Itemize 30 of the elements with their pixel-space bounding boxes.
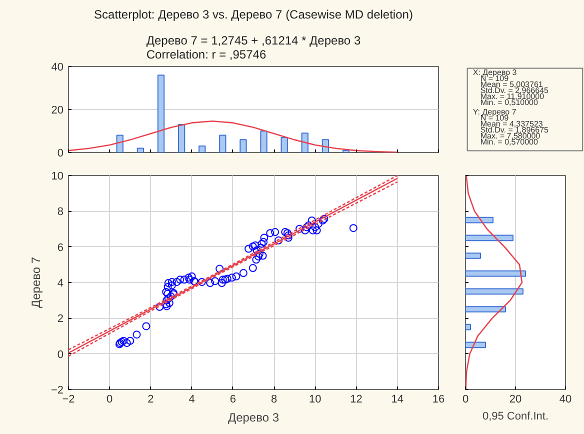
y-tick-label: 2: [57, 313, 64, 326]
x-tick-label: 16: [432, 394, 445, 406]
x-tick-label: 20: [509, 394, 522, 406]
text: Min. = 0,510000: [480, 98, 538, 108]
x-tick-label: 12: [350, 394, 362, 406]
x-tick-label: 14: [391, 394, 404, 406]
y-tick-label: 0: [57, 148, 64, 160]
y-tick-label: 4: [57, 278, 64, 290]
x-tick-label: 6: [230, 394, 236, 406]
text: Min. = 0,570000: [480, 138, 538, 147]
x-tick-label: 0: [106, 394, 113, 406]
y-tick-label: 8: [57, 206, 64, 218]
y-tick-label: 40: [51, 62, 64, 74]
x-tick-label: 0: [462, 394, 469, 406]
x-tick-label: 40: [559, 394, 572, 406]
x-tick-label: 8: [270, 394, 278, 406]
x-tick-label: 2: [148, 394, 154, 406]
y-tick-label: 20: [51, 104, 64, 116]
y-tick-label: 6: [57, 242, 64, 254]
chart-title: Scatterplot: Дерево 3 vs. Дерево 7 (Casewise MD deletion): [94, 8, 413, 22]
y-tick-label: 0: [57, 348, 64, 361]
chart-subtitle: Дерево 7 = 1,2745 + ,61214 * Дерево 3 Correlation: r = ,95746: [146, 34, 361, 62]
x-axis-title: Дерево 3: [228, 410, 280, 424]
y-tick-label: 10: [51, 170, 64, 182]
text: 0,95 Conf.Int.: [482, 410, 549, 422]
line-series: [68, 120, 398, 152]
y-axis-title: Дерево 7: [28, 256, 43, 308]
x-tick-label: 10: [309, 394, 322, 406]
y-tick-label: −2: [50, 384, 64, 396]
x-tick-label: 4: [188, 394, 195, 406]
